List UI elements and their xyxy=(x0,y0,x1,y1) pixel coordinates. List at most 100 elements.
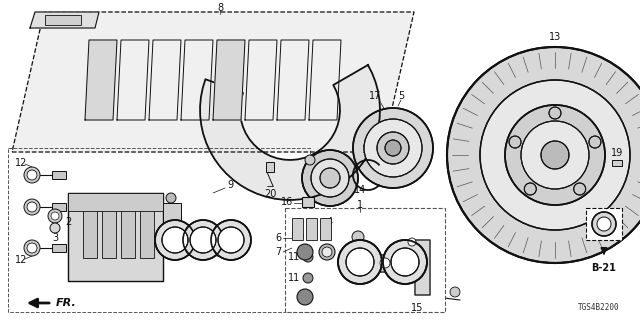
Circle shape xyxy=(480,80,630,230)
Circle shape xyxy=(183,220,223,260)
Text: 3: 3 xyxy=(52,233,58,243)
Text: 9: 9 xyxy=(227,180,233,190)
Circle shape xyxy=(303,273,313,283)
Circle shape xyxy=(27,202,37,212)
Text: 1: 1 xyxy=(357,200,363,210)
Circle shape xyxy=(50,223,60,233)
Circle shape xyxy=(383,240,427,284)
Text: FR.: FR. xyxy=(56,298,77,308)
Text: 16: 16 xyxy=(281,197,293,207)
Circle shape xyxy=(592,212,616,236)
Circle shape xyxy=(48,209,62,223)
Text: 9: 9 xyxy=(227,253,233,263)
Bar xyxy=(586,208,622,240)
Text: 7: 7 xyxy=(275,247,281,257)
Circle shape xyxy=(597,217,611,231)
Polygon shape xyxy=(85,40,117,120)
Polygon shape xyxy=(213,40,245,120)
Circle shape xyxy=(385,140,401,156)
Bar xyxy=(320,218,331,240)
Bar xyxy=(163,203,181,228)
Text: 12: 12 xyxy=(15,158,28,168)
Text: B-21: B-21 xyxy=(591,263,616,273)
Circle shape xyxy=(24,240,40,256)
Bar xyxy=(350,254,356,260)
Circle shape xyxy=(320,168,340,188)
Text: 14: 14 xyxy=(354,185,366,195)
Bar xyxy=(302,197,314,207)
Circle shape xyxy=(166,193,176,203)
Circle shape xyxy=(24,167,40,183)
Circle shape xyxy=(447,47,640,263)
Circle shape xyxy=(190,227,216,253)
Circle shape xyxy=(450,287,460,297)
Text: 2: 2 xyxy=(65,217,71,227)
Circle shape xyxy=(346,248,374,276)
Circle shape xyxy=(509,136,521,148)
Text: 6: 6 xyxy=(275,233,281,243)
Text: 20: 20 xyxy=(264,189,276,199)
Bar xyxy=(8,148,310,312)
Circle shape xyxy=(27,170,37,180)
Circle shape xyxy=(297,244,313,260)
Bar xyxy=(266,162,274,172)
Circle shape xyxy=(51,212,59,220)
Circle shape xyxy=(521,121,589,189)
Bar xyxy=(102,203,116,258)
Bar xyxy=(68,193,163,281)
Text: 4: 4 xyxy=(327,217,333,227)
Polygon shape xyxy=(200,65,380,200)
Bar xyxy=(140,203,154,258)
Circle shape xyxy=(573,183,586,195)
Bar xyxy=(83,203,97,258)
Circle shape xyxy=(305,155,315,165)
Circle shape xyxy=(322,247,332,257)
Polygon shape xyxy=(370,240,430,295)
Circle shape xyxy=(352,231,364,243)
Bar xyxy=(612,160,622,166)
Circle shape xyxy=(311,159,349,197)
Bar xyxy=(52,203,66,211)
Circle shape xyxy=(505,105,605,205)
Circle shape xyxy=(162,227,188,253)
Text: 11: 11 xyxy=(288,252,300,262)
Text: 12: 12 xyxy=(15,255,28,265)
Bar xyxy=(350,275,356,281)
Bar xyxy=(285,208,445,312)
Circle shape xyxy=(549,107,561,119)
Bar xyxy=(45,15,81,25)
Text: 15: 15 xyxy=(411,303,423,313)
Bar xyxy=(292,218,303,240)
Text: TGS4B2200: TGS4B2200 xyxy=(579,303,620,312)
Circle shape xyxy=(303,252,313,262)
Bar xyxy=(52,171,66,179)
Circle shape xyxy=(302,150,358,206)
Circle shape xyxy=(218,227,244,253)
Circle shape xyxy=(338,240,382,284)
Circle shape xyxy=(211,220,251,260)
Polygon shape xyxy=(12,12,414,152)
Text: 18: 18 xyxy=(362,145,374,155)
Polygon shape xyxy=(30,12,99,28)
Bar xyxy=(68,193,163,211)
Circle shape xyxy=(364,119,422,177)
Circle shape xyxy=(524,183,536,195)
Circle shape xyxy=(27,243,37,253)
Circle shape xyxy=(391,248,419,276)
Circle shape xyxy=(353,108,433,188)
Text: 8: 8 xyxy=(217,3,223,13)
Circle shape xyxy=(589,136,601,148)
Text: 17: 17 xyxy=(369,91,381,101)
Bar xyxy=(306,218,317,240)
Polygon shape xyxy=(68,193,163,281)
Bar xyxy=(52,244,66,252)
Circle shape xyxy=(297,289,313,305)
Text: 13: 13 xyxy=(549,32,561,42)
Circle shape xyxy=(377,132,409,164)
Circle shape xyxy=(380,258,390,268)
Text: 10: 10 xyxy=(292,232,305,242)
Circle shape xyxy=(408,238,416,246)
Circle shape xyxy=(541,141,569,169)
Circle shape xyxy=(319,244,335,260)
Text: 19: 19 xyxy=(611,148,623,158)
